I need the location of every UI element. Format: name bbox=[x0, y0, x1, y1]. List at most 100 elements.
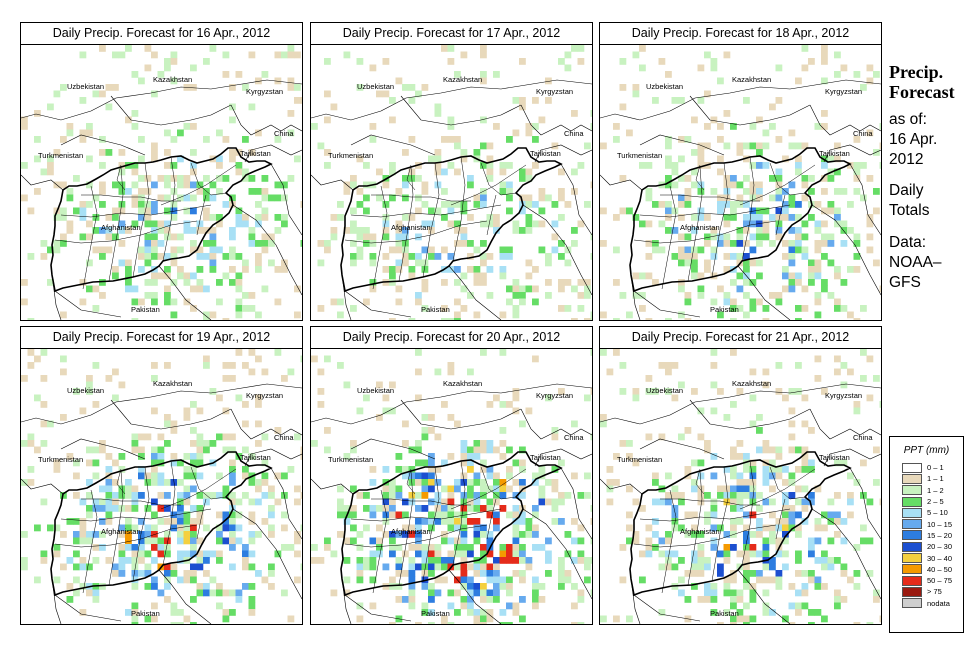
precip-cell bbox=[447, 511, 455, 519]
precip-cell bbox=[311, 544, 318, 551]
precip-cell bbox=[151, 181, 158, 189]
precip-cell bbox=[710, 253, 718, 260]
precip-cell bbox=[138, 550, 145, 558]
precip-cell bbox=[519, 570, 526, 577]
precip-cell bbox=[261, 71, 269, 78]
precip-cell bbox=[717, 570, 724, 577]
precip-cell bbox=[382, 531, 390, 538]
precip-cell bbox=[730, 492, 737, 499]
precip-cell bbox=[294, 285, 301, 293]
precip-cell bbox=[658, 537, 666, 545]
precip-cell bbox=[704, 596, 711, 603]
afghanistan-border bbox=[629, 451, 852, 597]
precip-cell bbox=[486, 511, 494, 519]
precip-cell bbox=[545, 557, 552, 564]
precip-cell bbox=[756, 518, 763, 525]
precip-cell bbox=[499, 440, 507, 447]
precip-cell bbox=[27, 207, 35, 215]
precip-cell bbox=[86, 181, 93, 189]
forecast-panel-4: Daily Precip. Forecast for 19 Apr., 2012… bbox=[20, 326, 303, 626]
precip-cell bbox=[183, 194, 191, 202]
precip-cell bbox=[473, 311, 481, 319]
precip-cell bbox=[723, 466, 731, 473]
precip-cell bbox=[697, 214, 705, 221]
precip-cell bbox=[512, 394, 520, 402]
precip-cell bbox=[170, 311, 178, 319]
precip-cell bbox=[369, 123, 377, 130]
precip-cell bbox=[558, 214, 565, 221]
precip-cell bbox=[558, 285, 565, 293]
precip-cell bbox=[151, 511, 158, 519]
panel-title: Daily Precip. Forecast for 21 Apr., 2012 bbox=[599, 326, 882, 349]
precip-cell bbox=[248, 51, 256, 59]
precip-cell bbox=[467, 175, 474, 182]
precip-cell bbox=[235, 589, 243, 597]
precip-cell bbox=[99, 446, 106, 454]
precip-cell bbox=[99, 505, 106, 512]
precip-cell bbox=[736, 453, 744, 460]
precip-cell bbox=[545, 550, 552, 558]
precip-cell bbox=[66, 194, 74, 202]
precip-cell bbox=[473, 583, 481, 590]
precip-cell bbox=[460, 583, 468, 590]
precip-cell bbox=[261, 285, 269, 293]
precip-cell bbox=[571, 602, 578, 610]
precip-cell bbox=[389, 168, 396, 176]
precip-cell bbox=[749, 485, 757, 493]
precip-cell bbox=[775, 453, 783, 460]
precip-cell bbox=[164, 518, 171, 525]
precip-cell bbox=[196, 181, 204, 189]
precip-cell bbox=[177, 155, 184, 163]
precip-cell bbox=[389, 485, 396, 493]
precip-cell bbox=[834, 492, 841, 499]
precip-cell bbox=[216, 162, 223, 169]
precip-cell bbox=[229, 266, 236, 273]
precip-cell bbox=[287, 129, 295, 137]
precip-cell bbox=[138, 466, 145, 473]
precip-cell bbox=[268, 570, 275, 577]
precip-cell bbox=[525, 194, 533, 202]
precip-cell bbox=[866, 175, 874, 182]
as-of-label: as of: bbox=[889, 111, 927, 128]
legend-item: 0 – 1 bbox=[890, 462, 963, 473]
precip-cell bbox=[814, 311, 822, 319]
precip-cell bbox=[613, 136, 620, 143]
precip-cell bbox=[164, 292, 171, 299]
legend-label: 20 – 30 bbox=[927, 542, 953, 552]
precip-cell bbox=[460, 149, 468, 156]
precip-cell bbox=[324, 58, 331, 65]
precip-cell bbox=[632, 272, 640, 280]
precip-cell bbox=[512, 524, 520, 532]
precip-cell bbox=[743, 544, 750, 551]
precip-cell bbox=[454, 511, 461, 519]
precip-cell bbox=[619, 362, 627, 369]
precip-cell bbox=[512, 129, 520, 137]
precip-cell bbox=[92, 459, 100, 467]
precip-cell bbox=[525, 524, 533, 532]
precip-cell bbox=[170, 298, 178, 306]
precip-cell bbox=[363, 492, 370, 499]
precip-cell bbox=[577, 292, 585, 299]
precip-cell bbox=[723, 414, 731, 421]
precip-cell bbox=[356, 570, 364, 577]
precip-cell bbox=[92, 531, 100, 538]
precip-cell bbox=[704, 51, 711, 59]
precip-cell bbox=[216, 550, 223, 558]
precip-cell bbox=[216, 394, 223, 402]
precip-cell bbox=[723, 266, 731, 273]
precip-cell bbox=[209, 253, 217, 260]
precip-cell bbox=[144, 550, 152, 558]
precip-cell bbox=[151, 90, 158, 98]
precip-cell bbox=[532, 298, 539, 306]
precip-cell bbox=[203, 440, 210, 447]
precip-map: Uzbekistan Kazakhstan Kyrgyzstan China Turkm… bbox=[599, 348, 882, 625]
precip-cell bbox=[551, 142, 559, 150]
precip-cell bbox=[177, 531, 184, 538]
precip-cell bbox=[730, 240, 737, 247]
precip-cell bbox=[183, 414, 191, 421]
precip-cell bbox=[512, 518, 520, 525]
precip-cell bbox=[86, 285, 93, 293]
precip-cell bbox=[408, 318, 416, 320]
precip-cell bbox=[873, 207, 880, 215]
precip-cell bbox=[749, 531, 757, 538]
